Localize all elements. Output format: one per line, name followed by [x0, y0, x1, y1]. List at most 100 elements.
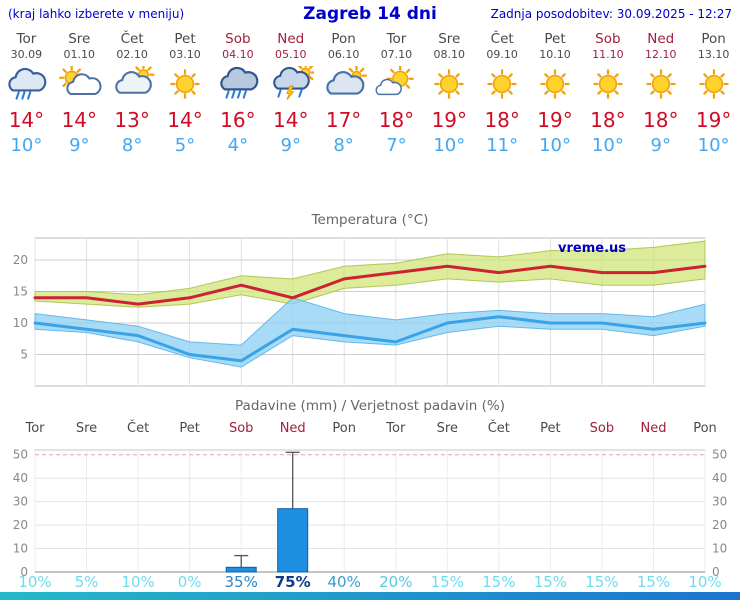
day-name: Pon	[331, 31, 356, 47]
pop-label: 40%	[328, 573, 361, 591]
precip-y-tick-left: 20	[13, 518, 28, 532]
tmin-line	[33, 315, 707, 363]
weather-icon-heavy-rain	[211, 62, 264, 106]
tmax-value: 17°	[325, 108, 362, 132]
tmin-value: 8°	[333, 135, 354, 156]
precip-y-tick-right: 50	[712, 448, 727, 462]
day-column: Sre 08.10 19° 10°	[423, 30, 476, 158]
pop-label: 15%	[637, 573, 670, 591]
tmax-value: 14°	[8, 108, 45, 132]
pop-label: 20%	[379, 573, 412, 591]
day-date: 11.10	[592, 48, 624, 61]
pop-label: 15%	[482, 573, 515, 591]
precip-day-label: Ned	[280, 421, 306, 436]
tmax-value: 16°	[220, 108, 256, 132]
precip-y-tick-left: 10	[13, 542, 28, 556]
max-spread-band	[34, 240, 706, 308]
weather-icon-mostly-cloudy	[106, 62, 159, 106]
precip-day-label: Tor	[24, 421, 45, 436]
precip-y-tick-right: 0	[712, 565, 720, 579]
tmax-value: 18°	[484, 108, 520, 132]
pop-label: 15%	[585, 573, 618, 591]
day-column: Pon 06.10 17° 8°	[317, 30, 370, 158]
min-spread-band	[34, 297, 706, 368]
day-date: 01.10	[63, 48, 96, 61]
precip-y-tick-right: 20	[712, 518, 727, 532]
day-name: Ned	[647, 31, 675, 47]
day-date: 30.09	[10, 48, 43, 61]
pop-label: 15%	[534, 573, 567, 591]
pop-label: 0%	[178, 573, 202, 591]
precip-bar	[277, 508, 309, 573]
last-update-text: Zadnja posodobitev: 30.09.2025 - 12:27	[490, 7, 732, 21]
day-date: 13.10	[697, 48, 730, 61]
precip-day-label: Čet	[488, 420, 510, 436]
tmax-value: 19°	[695, 108, 732, 132]
precip-y-tick-right: 30	[712, 495, 727, 509]
day-name: Čet	[490, 31, 514, 47]
precip-plot-area	[34, 449, 706, 573]
precip-day-label: Čet	[127, 420, 149, 436]
bottom-gradient-bar	[0, 592, 740, 600]
tmax-value: 19°	[431, 108, 468, 132]
precip-bar	[225, 566, 257, 573]
tmin-value: 5°	[174, 135, 196, 156]
tmin-value: 7°	[386, 135, 407, 156]
day-column: Sob 11.10 18° 10°	[581, 30, 634, 158]
day-column: Pon 13.10 19° 10°	[687, 30, 740, 158]
precip-day-label: Sob	[590, 421, 614, 436]
day-date: 10.10	[539, 48, 571, 61]
day-column: Tor 30.09 14° 10°	[0, 30, 53, 158]
tmin-value: 9°	[69, 135, 90, 156]
tmin-value: 9°	[280, 135, 301, 156]
day-column: Sob 04.10 16° 4°	[211, 30, 264, 158]
day-column: Ned 05.10 14° 9°	[264, 30, 317, 158]
precip-y-tick-right: 40	[712, 471, 727, 485]
tmax-value: 14°	[61, 108, 98, 132]
tmin-value: 10°	[539, 135, 571, 156]
precip-day-label: Tor	[385, 421, 406, 436]
day-date: 03.10	[169, 48, 201, 61]
tmax-value: 18°	[643, 108, 679, 132]
page-title: Zagreb 14 dni	[303, 4, 437, 24]
precip-day-label: Sre	[76, 421, 97, 436]
day-name: Pet	[174, 31, 196, 47]
pop-label: 10%	[18, 573, 51, 591]
pop-label: 15%	[431, 573, 464, 591]
tmin-value: 8°	[121, 135, 143, 156]
precip-y-tick-left: 50	[13, 448, 28, 462]
precipitation-chart: Tor Sre Čet Pet Sob Ned Pon Tor Sre Čet Pet Sob Ned P…	[13, 420, 728, 591]
tmax-value: 18°	[378, 108, 415, 132]
day-name: Čet	[120, 31, 144, 47]
pop-label: 75%	[275, 573, 311, 591]
precip-y-tick-left: 30	[13, 495, 28, 509]
day-column: Čet 09.10 18° 11°	[476, 30, 529, 158]
temp-y-tick: 15	[13, 285, 28, 299]
forecast-days-strip: Tor 30.09 14° 10° Sre 01.10 14° 9° Čet 02.10 13° 8°…	[0, 30, 740, 158]
day-name: Sre	[68, 31, 91, 47]
precip-y-tick-left: 0	[20, 565, 28, 579]
weather-icon-sunny	[687, 62, 740, 106]
tmax-value: 18°	[590, 108, 626, 132]
temperature-chart: 5 10 15 20 vreme.us	[13, 237, 707, 387]
tmin-value: 11°	[486, 135, 519, 156]
weather-icon-sunny	[423, 62, 476, 106]
precip-chart-title: Padavine (mm) / Verjetnost padavin (%)	[235, 398, 505, 414]
pop-label: 10%	[688, 573, 721, 591]
temp-y-tick: 20	[13, 253, 28, 267]
day-date: 02.10	[116, 48, 148, 61]
weather-icon-cloudy	[317, 62, 370, 106]
tmin-value: 10°	[697, 135, 730, 156]
day-date: 05.10	[274, 48, 307, 61]
menu-note: (kraj lahko izberete v meniju)	[8, 7, 185, 21]
day-column: Tor 07.10 18° 7°	[370, 30, 423, 158]
temp-y-tick: 10	[13, 316, 28, 330]
tmin-value: 10°	[591, 135, 624, 156]
day-name: Pet	[544, 31, 566, 47]
day-date: 08.10	[433, 48, 466, 61]
tmin-value: 9°	[650, 135, 671, 156]
precip-day-label: Pet	[540, 421, 560, 436]
tmax-value: 19°	[537, 108, 573, 132]
weather-icon-mostly-sunny	[370, 62, 423, 106]
day-name: Ned	[277, 31, 305, 47]
